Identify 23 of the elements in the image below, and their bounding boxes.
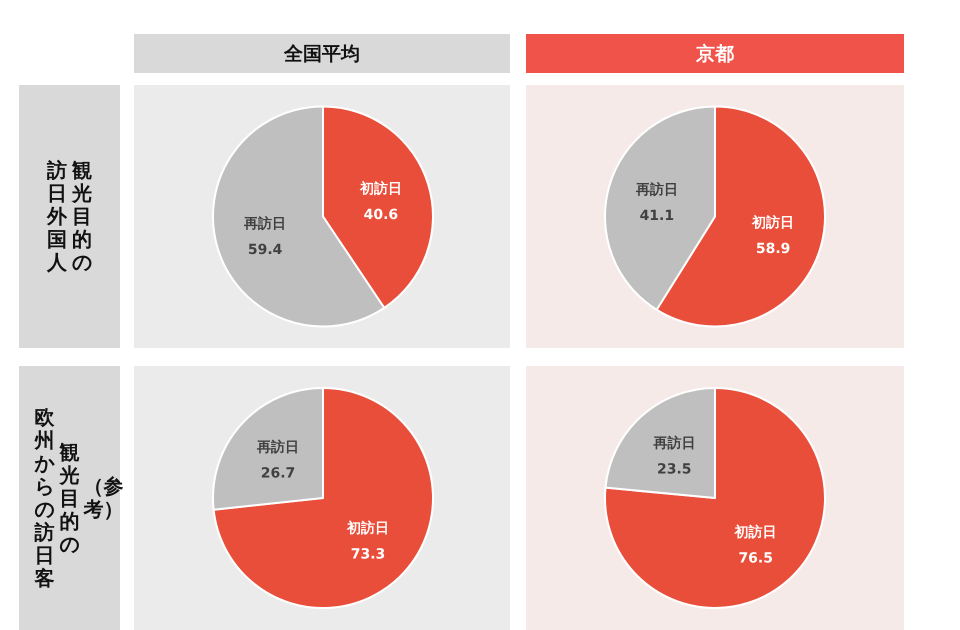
data-label: 26.7 bbox=[260, 466, 296, 482]
slice-label: 初訪日 bbox=[346, 519, 390, 536]
data-label: 73.3 bbox=[350, 546, 386, 562]
data-label: 40.6 bbox=[364, 206, 398, 223]
data-label: 59.4 bbox=[248, 242, 283, 258]
slice-label: 再訪日 bbox=[243, 215, 286, 232]
data-label: 41.1 bbox=[640, 208, 674, 224]
data-label: 76.5 bbox=[738, 550, 773, 567]
chart-title: 全国平均 bbox=[283, 43, 360, 65]
text: （参考） bbox=[84, 474, 124, 521]
slice-label: 再訪日 bbox=[256, 438, 299, 456]
slice-label: 再訪日 bbox=[652, 434, 696, 452]
text: 観光目的の bbox=[58, 440, 80, 556]
data-label: 58.9 bbox=[756, 241, 790, 258]
text: 観光目的の bbox=[71, 158, 93, 274]
slice-label: 再訪日 bbox=[634, 180, 678, 198]
text: 訪日外国人 bbox=[46, 158, 68, 274]
slice-label: 初訪日 bbox=[734, 524, 777, 541]
data-label: 23.5 bbox=[657, 461, 692, 478]
chart-title: 京都 bbox=[695, 43, 734, 65]
slice-label: 初訪日 bbox=[358, 180, 402, 197]
text: 欧州からの訪日客 bbox=[34, 405, 56, 590]
slice-label: 初訪日 bbox=[751, 214, 794, 232]
